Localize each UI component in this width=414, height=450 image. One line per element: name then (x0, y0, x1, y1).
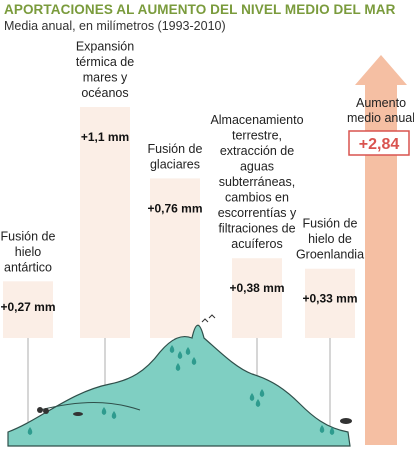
category-label-3-0: Almacenamiento (210, 113, 303, 127)
birds-icon (201, 314, 216, 323)
bar-3 (232, 258, 282, 338)
landscape-illustration (7, 314, 352, 447)
category-label-1-2: mares y (83, 71, 128, 85)
value-label-0: +0,27 mm (0, 300, 55, 314)
bar-4 (305, 268, 355, 338)
water-drop-6 (185, 347, 191, 355)
category-label-1-1: térmica de (76, 55, 134, 69)
category-label-3-5: cambios en (225, 191, 289, 205)
category-label-3-1: terrestre, (232, 129, 282, 143)
total-value-box (348, 130, 410, 156)
total-value: +2,84 (359, 136, 400, 153)
category-label-2-1: glaciares (150, 157, 200, 171)
water-drop-11 (319, 425, 325, 433)
category-label-3-2: extracción de (220, 144, 294, 158)
total-label-1: medio anual (347, 111, 414, 125)
chart-title: APORTACIONES AL AUMENTO DEL NIVEL MEDIO … (4, 2, 396, 17)
landscape-hill (7, 324, 351, 447)
value-label-1: +1,1 mm (81, 130, 129, 144)
water-drop-7 (191, 357, 197, 365)
category-label-4-0: Fusión de (303, 217, 358, 231)
category-label-3-4: subterráneas, (219, 175, 295, 189)
landscape-ridge-line (39, 402, 141, 411)
water-drop-2 (111, 411, 117, 419)
water-drop-9 (259, 389, 265, 397)
category-label-4-2: Groenlandia (296, 248, 364, 262)
bar-0 (3, 281, 53, 338)
category-label-0-0: Fusión de (1, 229, 56, 243)
water-drop-4 (177, 351, 183, 359)
water-drop-12 (329, 427, 335, 435)
water-drop-1 (101, 407, 107, 415)
penguin-icon (37, 407, 43, 413)
chart-subtitle: Media anual, en milímetros (1993-2010) (4, 19, 226, 33)
water-drop-3 (169, 345, 175, 353)
bar-1 (80, 107, 130, 338)
water-drop-8 (249, 393, 255, 401)
category-label-3-6: escorrentías y (218, 206, 297, 220)
water-drop-5 (175, 363, 181, 371)
total-label-0: Aumento (356, 96, 406, 110)
bars-layer (3, 107, 355, 430)
water-drop-10 (255, 399, 261, 407)
penguin-icon-2 (43, 408, 49, 414)
value-label-2: +0,76 mm (147, 201, 202, 215)
category-label-1-0: Expansión (76, 40, 134, 54)
category-label-1-3: océanos (81, 86, 128, 100)
category-label-2-0: Fusión de (148, 142, 203, 156)
category-label-3-3: aguas (240, 160, 274, 174)
polar-bear-icon (340, 418, 352, 424)
category-label-0-1: hielo (15, 245, 41, 259)
value-label-4: +0,33 mm (302, 292, 357, 306)
water-drop-0 (27, 427, 33, 435)
value-label-3: +0,38 mm (229, 281, 284, 295)
bar-2 (150, 178, 200, 338)
category-label-3-7: filtraciones de (218, 222, 295, 236)
category-label-0-2: antártico (4, 260, 52, 274)
category-label-4-1: hielo de (308, 232, 352, 246)
seal-icon (73, 412, 83, 416)
category-label-3-8: acuíferos (231, 237, 282, 251)
